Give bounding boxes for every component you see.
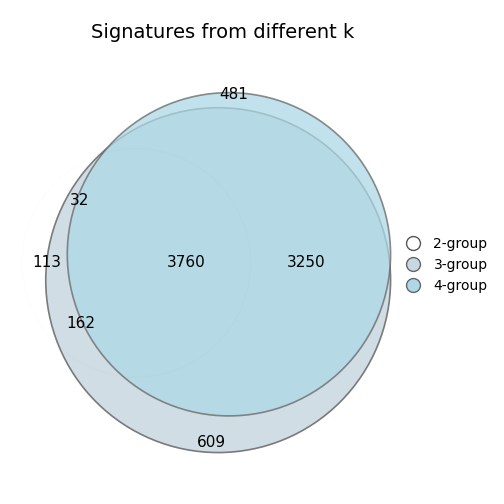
Circle shape (46, 108, 391, 453)
Text: 609: 609 (197, 435, 226, 450)
Text: 32: 32 (70, 193, 89, 208)
Text: 3760: 3760 (166, 256, 205, 271)
Text: 162: 162 (67, 316, 95, 331)
Circle shape (68, 93, 391, 416)
Legend: 2-group, 3-group, 4-group: 2-group, 3-group, 4-group (393, 231, 493, 298)
Text: 481: 481 (219, 87, 247, 102)
Text: 3250: 3250 (287, 256, 326, 271)
Title: Signatures from different k: Signatures from different k (91, 23, 354, 42)
Text: 113: 113 (33, 256, 62, 271)
